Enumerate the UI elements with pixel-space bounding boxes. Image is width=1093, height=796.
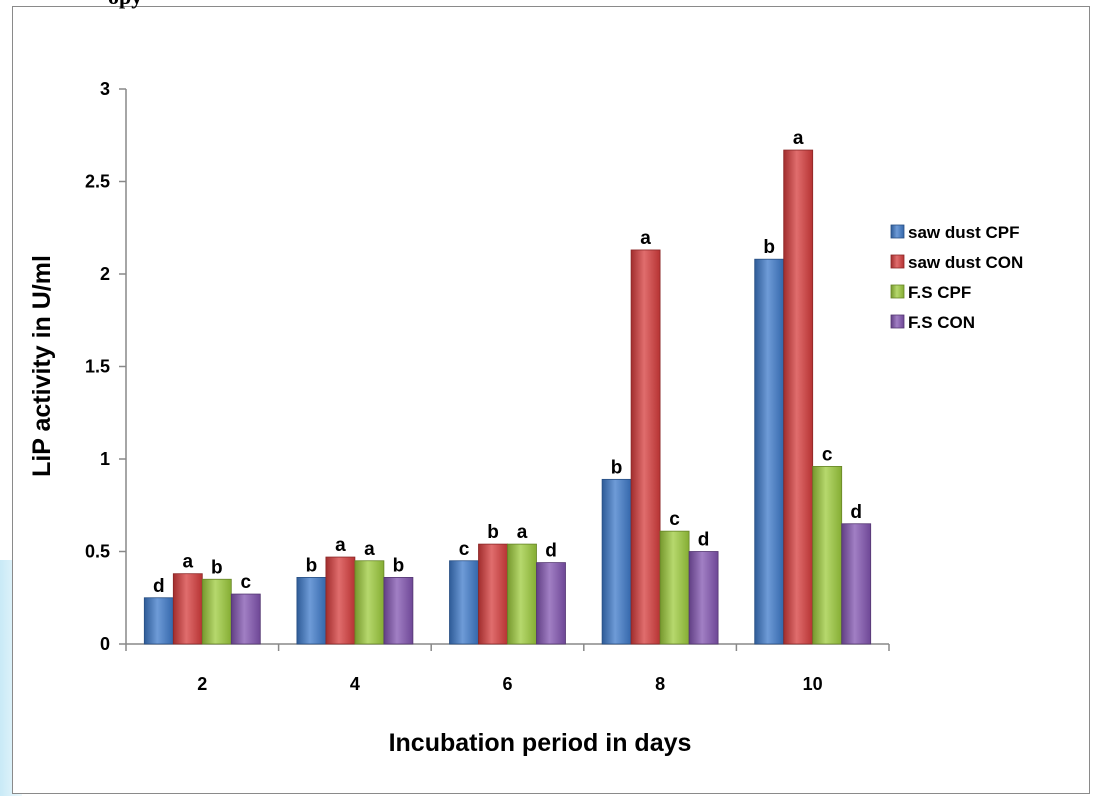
bar-saw-dust-cpf-4 — [296, 577, 327, 645]
bar-saw-dust-cpf-2 — [143, 597, 174, 645]
x-tick-label: 10 — [803, 674, 823, 694]
bar-saw-dust-con-10 — [783, 149, 814, 645]
bar-f-s-con-6 — [536, 562, 566, 645]
significance-label: b — [763, 237, 775, 258]
significance-label: a — [183, 552, 194, 573]
y-tick-label: 2 — [100, 264, 110, 284]
x-tick-label: 8 — [655, 674, 665, 694]
legend-swatch — [890, 254, 905, 269]
y-tick-label: 1.5 — [85, 357, 110, 377]
chart-frame — [12, 6, 1090, 794]
clipped-header-text: opy — [108, 0, 142, 8]
legend-swatch — [890, 284, 905, 299]
significance-label: c — [459, 539, 470, 560]
y-tick-label: 0 — [100, 634, 110, 654]
x-tick-label: 2 — [197, 674, 207, 694]
significance-label: a — [335, 535, 346, 556]
significance-label: d — [698, 530, 710, 551]
bar-saw-dust-con-8 — [630, 249, 661, 645]
bar-saw-dust-cpf-10 — [754, 258, 785, 645]
significance-label: a — [640, 228, 651, 249]
x-axis-title: Incubation period in days — [389, 729, 692, 757]
bar-f-s-con-4 — [383, 577, 414, 645]
bars-layer — [143, 149, 872, 645]
y-axis-title: LiP activity in U/ml — [28, 255, 56, 477]
significance-label: a — [517, 522, 528, 543]
x-tick-label: 4 — [350, 674, 360, 694]
y-tick-label: 2.5 — [85, 172, 110, 192]
y-tick-label: 3 — [100, 79, 110, 99]
bar-f-s-cpf-4 — [354, 560, 385, 645]
y-tick-label: 0.5 — [85, 542, 110, 562]
bar-saw-dust-cpf-8 — [601, 478, 632, 645]
significance-label: b — [487, 522, 499, 543]
significance-label: b — [393, 555, 405, 576]
bar-f-s-cpf-10 — [812, 465, 843, 645]
legend: saw dust CPF saw dust CON F.S CPF F.S CON — [890, 223, 1023, 332]
bar-saw-dust-con-2 — [172, 573, 203, 645]
bar-saw-dust-cpf-6 — [449, 560, 479, 645]
bar-f-s-con-10 — [841, 523, 872, 645]
legend-label: F.S CPF — [908, 283, 971, 302]
significance-label: c — [822, 444, 833, 465]
bar-f-s-cpf-6 — [507, 543, 537, 645]
significance-label: b — [306, 555, 318, 576]
significance-label: c — [669, 509, 680, 530]
significance-label: a — [793, 128, 804, 149]
bar-f-s-con-8 — [688, 551, 719, 645]
significance-label: b — [611, 457, 623, 478]
bar-f-s-cpf-2 — [201, 578, 232, 645]
bar-saw-dust-con-6 — [478, 543, 508, 645]
bar-f-s-cpf-8 — [659, 530, 690, 645]
significance-label: d — [153, 576, 165, 597]
legend-swatch — [890, 224, 905, 239]
bar-f-s-con-2 — [230, 593, 261, 645]
significance-label: d — [545, 541, 557, 562]
legend-label: saw dust CON — [908, 253, 1023, 272]
legend-label: saw dust CPF — [908, 223, 1019, 242]
x-tick-label: 6 — [502, 674, 512, 694]
significance-label: c — [241, 572, 252, 593]
significance-label: a — [364, 539, 375, 560]
bar-saw-dust-con-4 — [325, 556, 356, 645]
legend-swatch — [890, 314, 905, 329]
axes: 0 0.5 1 1.5 2 2.5 3 2 4 6 8 10 — [85, 79, 890, 694]
significance-label: b — [211, 557, 223, 578]
significance-label: d — [850, 502, 862, 523]
y-tick-label: 1 — [100, 449, 110, 469]
legend-label: F.S CON — [908, 313, 975, 332]
